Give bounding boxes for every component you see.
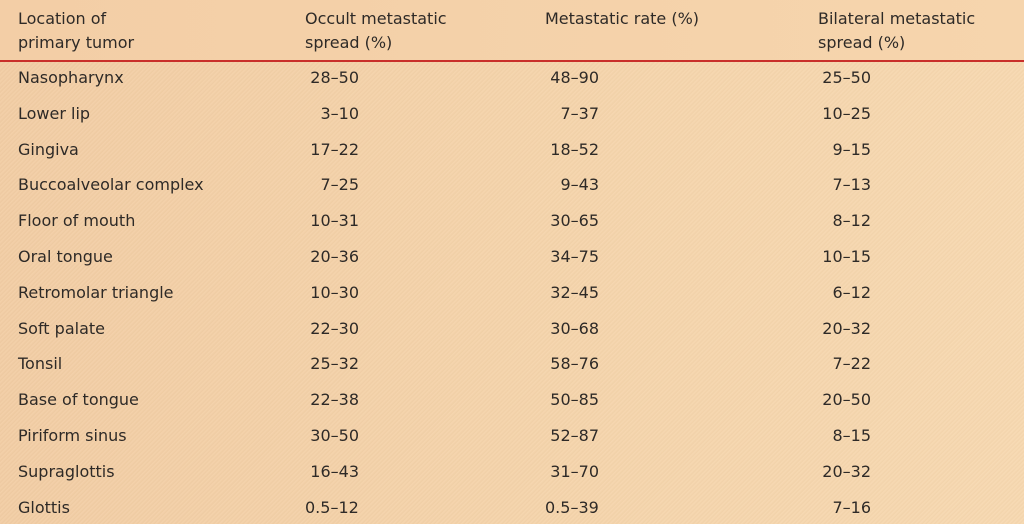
cell-bilateral-spread: 6–12 xyxy=(832,282,871,302)
cell-location: Soft palate xyxy=(18,318,105,338)
cell-location: Retromolar triangle xyxy=(18,282,174,302)
table-row: Lower lip 3–10 7–37 10–25 xyxy=(0,96,1024,132)
cell-bilateral-spread: 20–32 xyxy=(822,318,871,338)
header-location: Location of primary tumor xyxy=(18,7,268,55)
cell-occult-spread: 28–50 xyxy=(310,68,359,87)
cell-location: Nasopharynx xyxy=(18,68,124,87)
cell-occult-spread: 7–25 xyxy=(320,175,359,195)
table-row: Supraglottis 16–43 31–70 20–32 xyxy=(0,454,1024,490)
cell-metastatic-rate: 52–87 xyxy=(550,425,599,445)
cell-occult-spread: 25–32 xyxy=(310,354,359,374)
cell-bilateral-spread: 7–16 xyxy=(832,497,871,517)
cell-bilateral-spread: 10–15 xyxy=(822,246,871,266)
header-occult-line-2: spread (%) xyxy=(305,33,393,52)
cell-location: Supraglottis xyxy=(18,461,115,481)
header-metastatic-rate: Metastatic rate (%) xyxy=(545,7,765,31)
header-occult-line-1: Occult metastatic xyxy=(305,9,447,28)
cell-occult-spread: 10–30 xyxy=(310,282,359,302)
cell-bilateral-spread: 7–13 xyxy=(832,175,871,195)
table-row: Buccoalveolar complex 7–25 9–43 7–13 xyxy=(0,167,1024,203)
cell-bilateral-spread: 7–22 xyxy=(832,354,871,374)
cell-metastatic-rate: 7–37 xyxy=(560,103,599,123)
cell-metastatic-rate: 32–45 xyxy=(550,282,599,302)
table-row: Soft palate 22–30 30–68 20–32 xyxy=(0,311,1024,347)
cell-occult-spread: 0.5–12 xyxy=(305,497,359,517)
cell-location: Glottis xyxy=(18,497,70,517)
cell-metastatic-rate: 58–76 xyxy=(550,354,599,374)
cell-occult-spread: 22–30 xyxy=(310,318,359,338)
header-bilateral-line-2: spread (%) xyxy=(818,33,906,52)
table-row: Nasopharynx 28–50 48–90 25–50 xyxy=(0,60,1024,96)
cell-location: Gingiva xyxy=(18,139,79,159)
cell-bilateral-spread: 9–15 xyxy=(832,139,871,159)
header-location-line-1: Location of xyxy=(18,9,107,28)
header-bilateral-line-1: Bilateral metastatic xyxy=(818,9,976,28)
cell-metastatic-rate: 50–85 xyxy=(550,390,599,410)
table-row: Retromolar triangle 10–30 32–45 6–12 xyxy=(0,275,1024,311)
cell-metastatic-rate: 18–52 xyxy=(550,139,599,159)
cell-metastatic-rate: 30–68 xyxy=(550,318,599,338)
cell-location: Oral tongue xyxy=(18,246,113,266)
cell-occult-spread: 20–36 xyxy=(310,246,359,266)
table-row: Piriform sinus 30–50 52–87 8–15 xyxy=(0,418,1024,454)
table-header: Location of primary tumor Occult metasta… xyxy=(0,0,1024,62)
cell-bilateral-spread: 20–32 xyxy=(822,461,871,481)
cell-bilateral-spread: 8–15 xyxy=(832,425,871,445)
cell-location: Lower lip xyxy=(18,103,91,123)
cell-location: Piriform sinus xyxy=(18,425,127,445)
header-occult-spread: Occult metastatic spread (%) xyxy=(305,7,505,55)
cell-occult-spread: 16–43 xyxy=(310,461,359,481)
cell-occult-spread: 30–50 xyxy=(310,425,359,445)
table-row: Floor of mouth 10–31 30–65 8–12 xyxy=(0,203,1024,239)
table-body: Nasopharynx 28–50 48–90 25–50 Lower lip … xyxy=(0,60,1024,524)
cell-location: Floor of mouth xyxy=(18,211,136,231)
table-row: Gingiva 17–22 18–52 9–15 xyxy=(0,132,1024,168)
header-rate-line-1: Metastatic rate (%) xyxy=(545,9,700,28)
cell-occult-spread: 22–38 xyxy=(310,390,359,410)
cell-metastatic-rate: 31–70 xyxy=(550,461,599,481)
cell-occult-spread: 10–31 xyxy=(310,211,359,231)
cell-metastatic-rate: 34–75 xyxy=(550,246,599,266)
cell-metastatic-rate: 48–90 xyxy=(550,68,599,87)
header-bilateral-spread: Bilateral metastatic spread (%) xyxy=(818,7,1018,55)
cell-metastatic-rate: 30–65 xyxy=(550,211,599,231)
cell-occult-spread: 17–22 xyxy=(310,139,359,159)
cell-bilateral-spread: 10–25 xyxy=(822,103,871,123)
cell-bilateral-spread: 25–50 xyxy=(822,68,871,87)
cell-bilateral-spread: 20–50 xyxy=(822,390,871,410)
cell-bilateral-spread: 8–12 xyxy=(832,211,871,231)
cell-metastatic-rate: 9–43 xyxy=(560,175,599,195)
table-row: Glottis 0.5–12 0.5–39 7–16 xyxy=(0,490,1024,524)
header-location-line-2: primary tumor xyxy=(18,33,135,52)
table-row: Tonsil 25–32 58–76 7–22 xyxy=(0,346,1024,382)
cell-location: Buccoalveolar complex xyxy=(18,175,204,195)
cell-location: Base of tongue xyxy=(18,390,139,410)
cell-occult-spread: 3–10 xyxy=(320,103,359,123)
table-row: Base of tongue 22–38 50–85 20–50 xyxy=(0,382,1024,418)
table-row: Oral tongue 20–36 34–75 10–15 xyxy=(0,239,1024,275)
cell-metastatic-rate: 0.5–39 xyxy=(545,497,599,517)
cell-location: Tonsil xyxy=(18,354,63,374)
